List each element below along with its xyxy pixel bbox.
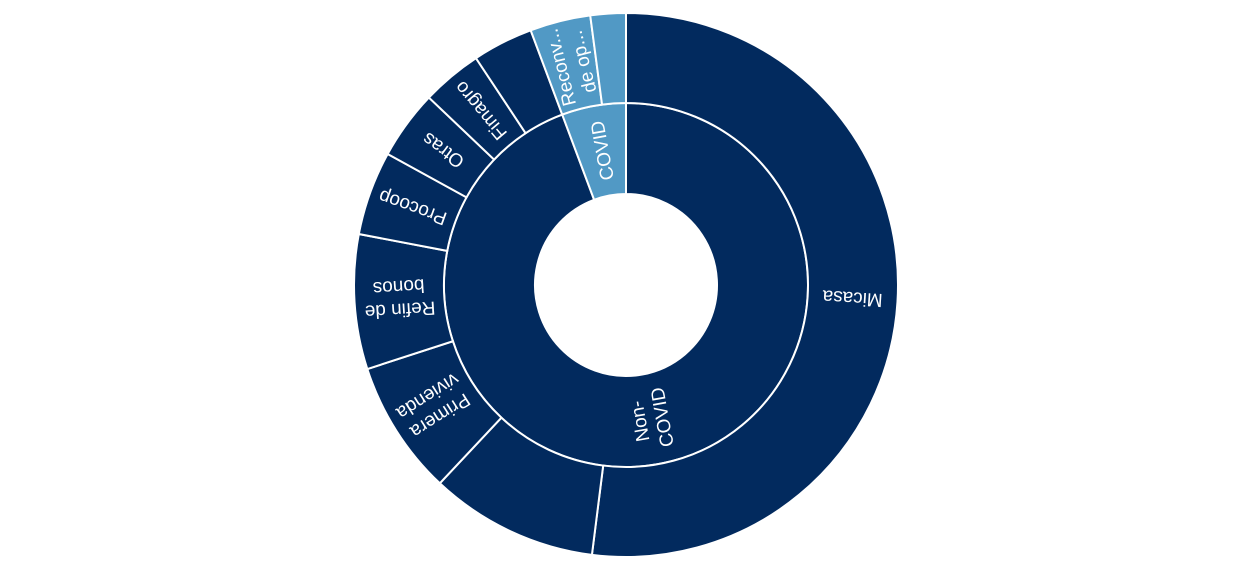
outer-segment-unlabeled-9 <box>589 11 627 106</box>
outer-label-refin-de-bonos: Refin debonos <box>363 274 436 322</box>
outer-label-line: Micasa <box>822 285 884 310</box>
outer-label-micasa: Micasa <box>822 285 884 310</box>
outer-label-line: Refin de <box>364 297 436 322</box>
outer-segment-micasa-0 <box>590 11 899 558</box>
inner-label-non-covid: Non-COVID <box>625 386 679 453</box>
outer-label-line: bonos <box>372 274 425 298</box>
